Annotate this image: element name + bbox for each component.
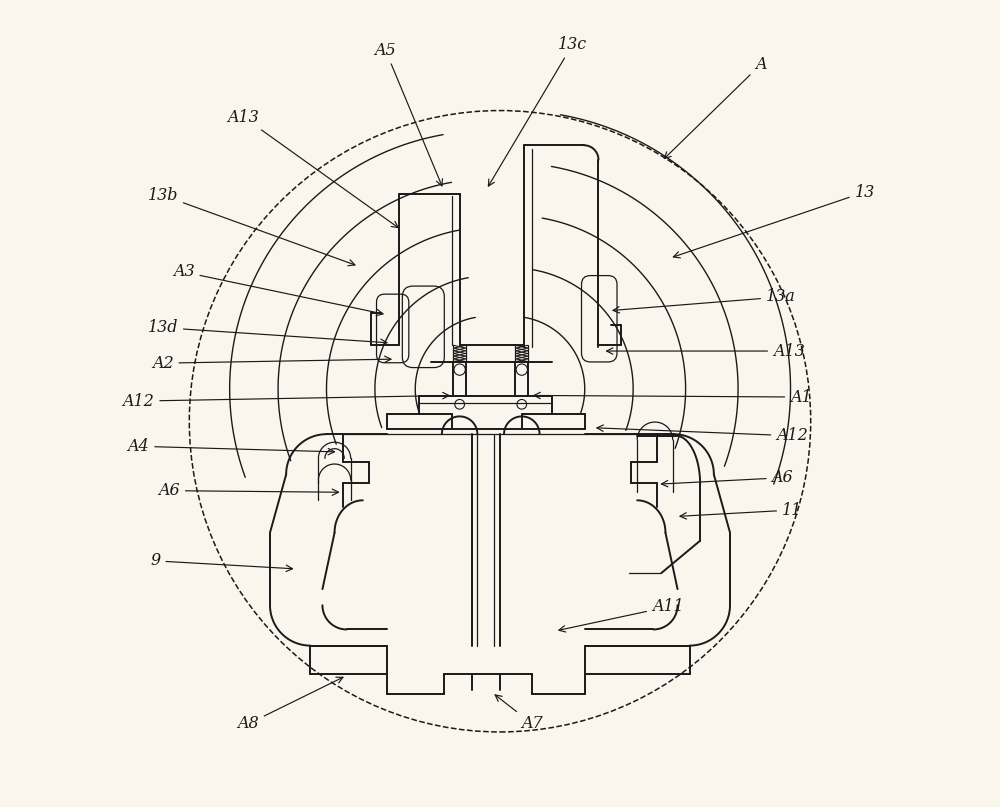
Text: A6: A6 xyxy=(661,469,793,487)
Text: A13: A13 xyxy=(227,108,398,228)
Text: A8: A8 xyxy=(237,677,343,733)
Text: A1: A1 xyxy=(534,388,812,406)
Text: A3: A3 xyxy=(173,263,383,316)
Text: A2: A2 xyxy=(152,354,391,372)
Text: 13d: 13d xyxy=(147,319,387,345)
Text: 13b: 13b xyxy=(147,186,355,266)
Text: A6: A6 xyxy=(158,482,339,500)
Text: 13c: 13c xyxy=(488,36,587,186)
Text: 11: 11 xyxy=(680,501,802,519)
Text: A12: A12 xyxy=(123,392,449,410)
Text: 13a: 13a xyxy=(613,288,796,313)
Text: A11: A11 xyxy=(559,598,684,632)
Text: 13: 13 xyxy=(673,183,875,258)
Text: A7: A7 xyxy=(495,695,543,733)
Text: A4: A4 xyxy=(128,437,335,455)
Text: A: A xyxy=(664,56,766,158)
Text: A5: A5 xyxy=(375,41,442,186)
Text: 9: 9 xyxy=(150,552,293,571)
Text: A13: A13 xyxy=(607,342,805,360)
Text: A12: A12 xyxy=(597,425,808,445)
